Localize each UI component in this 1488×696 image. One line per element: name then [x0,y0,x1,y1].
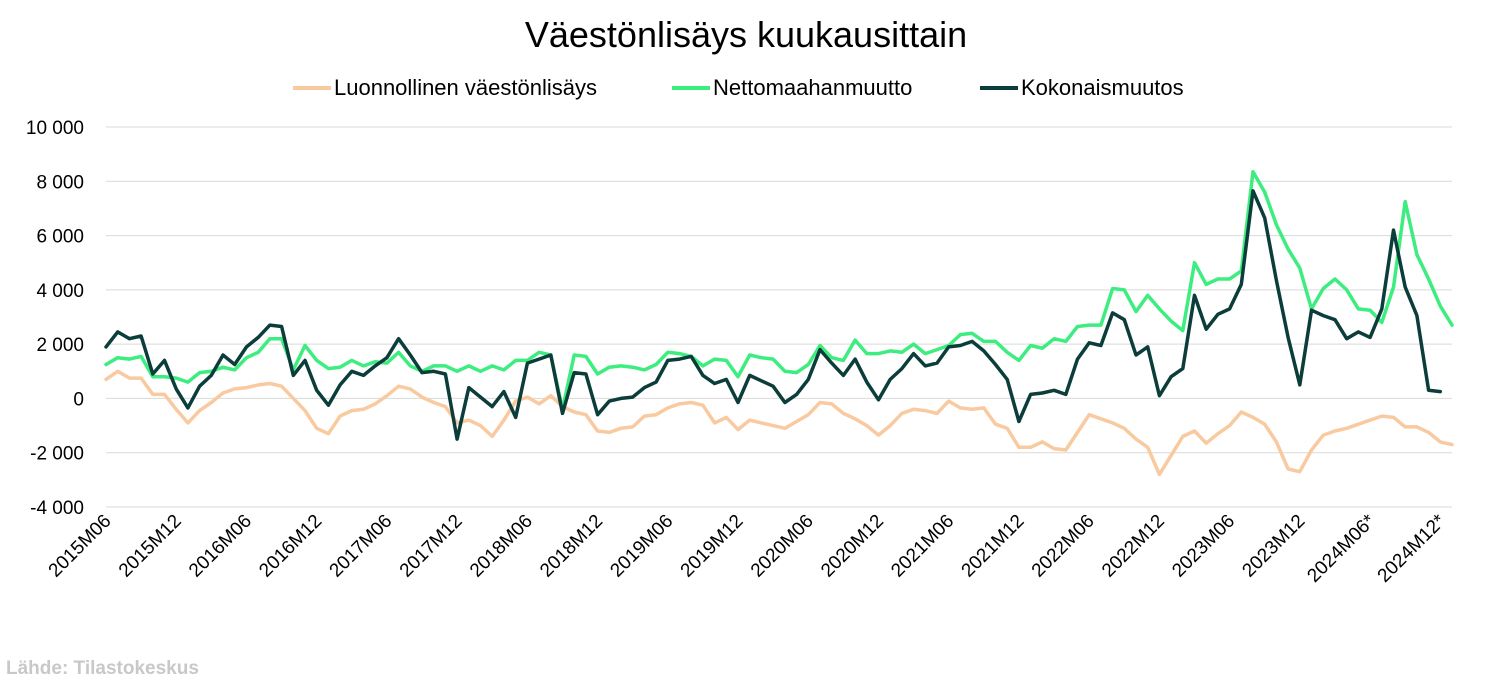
x-tick-label: 2020M06 [747,511,818,582]
x-tick-label: 2022M12 [1098,511,1169,582]
x-tick-label: 2021M12 [958,511,1029,582]
x-tick-label: 2023M12 [1239,511,1310,582]
x-tick-label: 2019M06 [606,511,677,582]
x-tick-label: 2018M12 [536,511,607,582]
legend-label-migration: Nettomaahanmuutto [713,75,912,100]
y-tick-label: 2 000 [36,335,84,356]
source-note: Lähde: Tilastokeskus [6,658,199,679]
x-tick-label: 2016M06 [185,511,256,582]
legend-label-natural: Luonnollinen väestönlisäys [334,75,597,100]
x-tick-label: 2020M12 [817,511,888,582]
x-tick-label: 2023M06 [1168,511,1239,582]
chart-title: Väestönlisäys kuukausittain [525,14,967,55]
x-tick-label: 2015M06 [45,511,116,582]
y-tick-label: -2 000 [30,444,84,465]
y-tick-label: 10 000 [26,118,84,139]
series-line-natural [104,369,1454,477]
y-tick-label: -4 000 [30,498,84,519]
series-line-migration [104,170,1454,412]
x-tick-label: 2017M06 [326,511,397,582]
x-tick-label: 2019M12 [677,511,748,582]
x-tick-label: 2016M12 [255,511,326,582]
y-tick-label: 0 [73,389,84,410]
x-axis: 2015M06 2015M12 2016M06 2016M12 2017M06 2017M… [45,510,1451,587]
x-tick-label: 2024M06* [1304,510,1381,587]
y-tick-label: 8 000 [36,172,84,193]
y-tick-label: 6 000 [36,227,84,248]
x-tick-label: 2018M06 [466,511,537,582]
y-axis: 10 000 8 000 6 000 4 000 2 000 0 -2 000 -4 000 [26,118,84,519]
gridlines [106,126,1452,508]
series-lines [104,170,1454,477]
chart-legend: Luonnollinen väestönlisäys Nettomaahanmu… [293,75,1184,100]
x-tick-label: 2022M06 [1028,511,1099,582]
x-tick-label: 2024M12* [1374,510,1451,587]
legend-label-total: Kokonaismuutos [1021,75,1184,100]
x-tick-label: 2017M12 [396,511,467,582]
x-tick-label: 2015M12 [115,511,186,582]
x-tick-label: 2021M06 [887,511,958,582]
series-line-total [104,189,1443,441]
y-tick-label: 4 000 [36,281,84,302]
